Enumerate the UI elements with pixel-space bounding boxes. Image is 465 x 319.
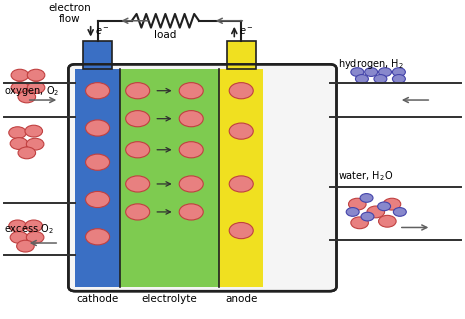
Circle shape [361,212,374,221]
Circle shape [351,68,364,77]
Circle shape [374,75,387,83]
Circle shape [10,232,28,243]
Circle shape [86,154,110,170]
Text: water, H$_2$O: water, H$_2$O [338,169,393,183]
Circle shape [355,75,368,83]
Circle shape [229,83,253,99]
Circle shape [25,220,42,232]
Text: electron
flow: electron flow [48,3,91,25]
Circle shape [10,137,28,150]
Text: excess O$_2$: excess O$_2$ [4,222,53,236]
Text: load: load [154,30,177,40]
Circle shape [25,125,42,137]
Bar [219,69,264,286]
Circle shape [126,83,150,99]
Circle shape [18,91,36,103]
Circle shape [367,206,385,218]
Circle shape [27,232,44,243]
Circle shape [349,198,366,210]
Circle shape [126,204,150,220]
Circle shape [179,83,203,99]
Circle shape [86,229,110,245]
Circle shape [126,176,150,192]
Bar [120,69,219,286]
Circle shape [392,75,405,83]
Circle shape [392,68,405,77]
Text: oxygen, O$_2$: oxygen, O$_2$ [4,84,59,98]
Circle shape [126,142,150,158]
Circle shape [11,69,29,81]
Circle shape [379,68,392,77]
Circle shape [365,68,378,77]
FancyBboxPatch shape [68,64,337,291]
Circle shape [9,127,27,138]
Bar [75,69,120,286]
Circle shape [86,191,110,208]
Text: electrolyte: electrolyte [141,294,197,304]
Bar [83,41,112,69]
Circle shape [179,204,203,220]
Circle shape [379,215,396,227]
Circle shape [393,208,406,216]
Circle shape [179,142,203,158]
Circle shape [27,82,45,93]
Circle shape [351,217,368,229]
Circle shape [86,120,110,136]
Circle shape [360,194,373,202]
Circle shape [9,220,27,232]
Circle shape [179,111,203,127]
Circle shape [346,208,359,216]
Circle shape [27,69,45,81]
Text: anode: anode [225,294,258,304]
Circle shape [383,198,401,210]
Circle shape [229,176,253,192]
Circle shape [229,123,253,139]
Circle shape [179,176,203,192]
Circle shape [86,83,110,99]
Text: $e^-$: $e^-$ [95,26,110,37]
Circle shape [126,111,150,127]
Circle shape [27,138,44,150]
Circle shape [17,240,34,252]
Circle shape [378,202,391,211]
Text: $e^-$: $e^-$ [239,26,254,37]
Circle shape [18,147,36,159]
Circle shape [11,82,29,93]
Text: hydrogen, H$_2$: hydrogen, H$_2$ [338,57,404,71]
Bar [227,41,256,69]
Text: cathode: cathode [76,294,119,304]
Circle shape [229,222,253,239]
